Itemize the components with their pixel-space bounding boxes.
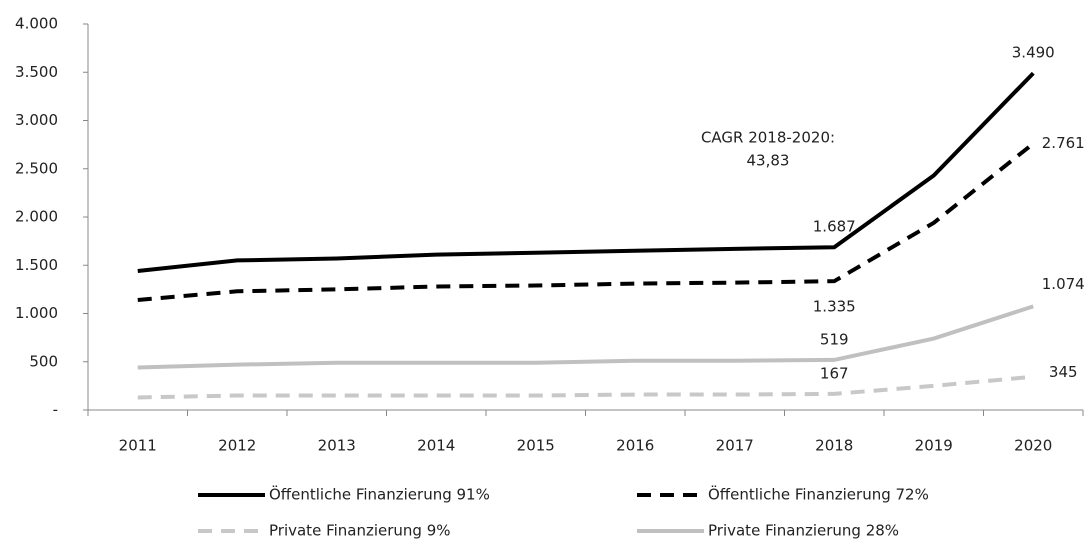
data-label: 1.335	[813, 298, 856, 316]
x-tick-label: 2012	[218, 437, 256, 455]
y-tick-label: 2.500	[15, 159, 58, 177]
x-tick-label: 2020	[1014, 437, 1052, 455]
y-tick-label: 3.500	[15, 63, 58, 81]
y-tick-label: -	[53, 401, 58, 419]
y-tick-label: 2.000	[15, 208, 58, 226]
legend-label: Öffentliche Finanzierung 91%	[269, 485, 490, 504]
data-label: 2.761	[1042, 134, 1085, 152]
annotation: CAGR 2018-2020:	[701, 129, 835, 147]
data-label: 1.074	[1042, 275, 1085, 293]
legend-label: Private Finanzierung 9%	[269, 522, 451, 540]
x-tick-label: 2013	[318, 437, 356, 455]
series-line	[137, 71, 1035, 274]
x-tick-label: 2018	[815, 437, 853, 455]
data-label: 519	[820, 330, 849, 348]
y-tick-label: 4.000	[15, 15, 58, 33]
data-label: 3.490	[1012, 44, 1055, 62]
y-tick-label: 1.500	[15, 256, 58, 274]
series-line	[137, 304, 1034, 370]
x-tick-label: 2017	[716, 437, 754, 455]
x-tick-label: 2019	[915, 437, 953, 455]
x-tick-label: 2015	[517, 437, 555, 455]
legend-label: Öffentliche Finanzierung 72%	[708, 485, 929, 504]
annotation: 43,83	[747, 152, 790, 170]
series-line	[137, 141, 1035, 302]
x-tick-label: 2014	[417, 437, 455, 455]
data-label: 167	[820, 364, 849, 382]
data-label: 345	[1049, 363, 1078, 381]
series-line	[137, 374, 1034, 400]
legend-label: Private Finanzierung 28%	[708, 522, 899, 540]
y-tick-label: 500	[29, 352, 58, 370]
x-tick-label: 2011	[119, 437, 157, 455]
data-label: 1.687	[813, 218, 856, 236]
y-tick-label: 3.000	[15, 111, 58, 129]
x-tick-label: 2016	[616, 437, 654, 455]
y-tick-label: 1.000	[15, 304, 58, 322]
